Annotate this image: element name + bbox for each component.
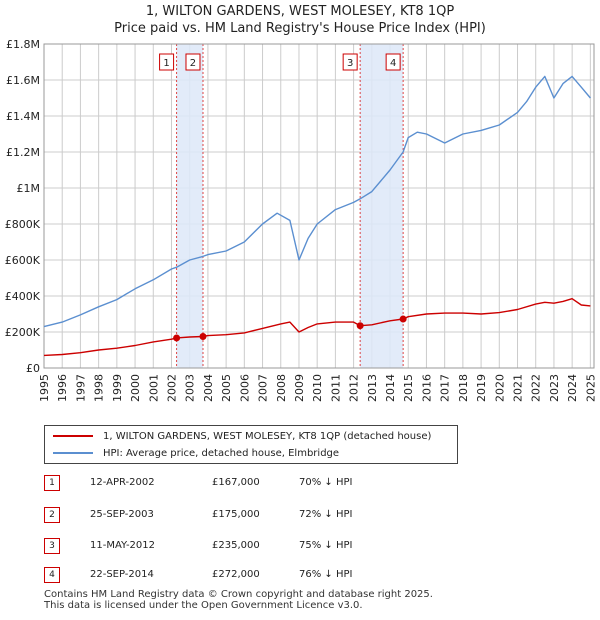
shaded-period [360, 44, 404, 368]
sale-badge [159, 53, 175, 71]
chart-legend: 1, WILTON GARDENS, WEST MOLESEY, KT8 1QP… [44, 425, 458, 464]
x-tick-label: 2019 [475, 374, 488, 402]
axes: £0 £200K £400K £600K £800K £1M £1.2M £1.4M £1.6M… [5, 38, 598, 402]
y-tick-label: £0 [26, 362, 40, 375]
hpi-line-swatch [53, 452, 93, 454]
property-price-line [43, 298, 591, 357]
sale-badge [342, 53, 358, 71]
transaction-price: £272,000 [212, 569, 260, 580]
shaded-periods [176, 44, 404, 368]
sale-point [173, 334, 181, 342]
x-tick-label: 2018 [457, 374, 470, 402]
x-tick-label: 2001 [147, 374, 160, 402]
sale-badge-label: 2 [190, 58, 196, 69]
x-tick-label: 2020 [493, 374, 506, 402]
transaction-hpi-diff: 72% ↓ HPI [299, 509, 353, 520]
transaction-hpi-diff: 75% ↓ HPI [299, 540, 353, 551]
x-tick-label: 2023 [548, 374, 561, 402]
sale-badge-label: 1 [163, 58, 169, 69]
legend-item-hpi: HPI: Average price, detached house, Elmb… [53, 445, 339, 461]
x-tick-label: 2008 [275, 374, 288, 402]
x-tick-label: 2000 [129, 374, 142, 402]
legend-hpi-label: HPI: Average price, detached house, Elmb… [103, 447, 340, 459]
plot-area [44, 44, 594, 368]
sale-point [356, 322, 364, 330]
x-tick-label: 1998 [93, 374, 106, 402]
x-tick-label: 2014 [384, 374, 397, 402]
x-tick-label: 2009 [293, 374, 306, 402]
transaction-date: 25-SEP-2003 [90, 509, 154, 520]
x-tick-label: 2012 [348, 374, 361, 402]
chart-title: 1, WILTON GARDENS, WEST MOLESEY, KT8 1QP [145, 4, 455, 19]
price-chart: £0 £200K £400K £600K £800K £1M £1.2M £1.4M £1.6M… [5, 38, 598, 402]
y-tick-label: £800K [5, 218, 41, 231]
x-tick-label: 2011 [329, 374, 342, 402]
y-tick-label: £600K [5, 254, 41, 267]
transaction-number-badge: 1 [44, 475, 60, 491]
transaction-row: 4 22-SEP-2014 £272,000 76% ↓ HPI [44, 567, 464, 585]
footer-attribution: Contains HM Land Registry data © Crown c… [44, 589, 433, 611]
sale-point [199, 333, 207, 340]
sale-badge [185, 53, 201, 71]
chart-subtitle: Price paid vs. HM Land Registry's House … [114, 21, 486, 36]
x-tick-label: 2002 [165, 374, 178, 402]
hpi-line [43, 75, 591, 328]
property-line-swatch [53, 435, 93, 437]
transaction-hpi-diff: 70% ↓ HPI [299, 477, 353, 488]
transaction-row: 3 11-MAY-2012 £235,000 75% ↓ HPI [44, 538, 464, 556]
x-tick-label: 2021 [512, 374, 525, 402]
footer-copyright: Contains HM Land Registry data © Crown c… [44, 589, 433, 600]
sale-badge-label: 3 [347, 58, 353, 69]
plot-border [43, 43, 595, 369]
y-tick-label: £1.8M [6, 38, 40, 51]
series [43, 75, 591, 357]
x-tick-label: 2015 [402, 374, 415, 402]
grid [43, 43, 594, 369]
x-tick-label: 2003 [184, 374, 197, 402]
shaded-period [176, 44, 203, 368]
x-tick-label: 1997 [74, 374, 87, 402]
y-tick-label: £1.2M [6, 146, 40, 159]
transaction-price: £235,000 [212, 540, 260, 551]
x-tick-label: 2007 [257, 374, 270, 402]
x-tick-label: 2004 [202, 374, 215, 402]
sale-badge-label: 4 [390, 58, 396, 69]
transaction-row: 2 25-SEP-2003 £175,000 72% ↓ HPI [44, 507, 464, 525]
transaction-number-badge: 4 [44, 567, 60, 583]
sale-badge [385, 53, 401, 71]
y-tick-label: £400K [5, 290, 41, 303]
legend-item-property: 1, WILTON GARDENS, WEST MOLESEY, KT8 1QP… [53, 428, 431, 444]
transaction-price: £167,000 [212, 477, 260, 488]
y-tick-label: £1.4M [6, 110, 40, 123]
transaction-price: £175,000 [212, 509, 260, 520]
transaction-date: 11-MAY-2012 [90, 540, 156, 551]
transaction-hpi-diff: 76% ↓ HPI [299, 569, 353, 580]
y-tick-label: £200K [5, 326, 41, 339]
x-tick-label: 2010 [311, 374, 324, 402]
x-tick-label: 1996 [56, 374, 69, 402]
transaction-number-badge: 2 [44, 507, 60, 523]
sale-markers: 1 2 3 4 [159, 53, 407, 342]
y-tick-label: £1M [17, 182, 41, 195]
transaction-date: 12-APR-2002 [90, 477, 155, 488]
legend-property-label: 1, WILTON GARDENS, WEST MOLESEY, KT8 1QP… [103, 430, 432, 442]
x-tick-label: 2006 [238, 374, 251, 402]
x-tick-label: 2022 [530, 374, 543, 402]
x-tick-label: 1995 [38, 374, 51, 402]
y-tick-label: £1.6M [6, 74, 40, 87]
sale-point [399, 315, 407, 323]
x-tick-label: 2013 [366, 374, 379, 402]
x-tick-label: 1999 [111, 374, 124, 402]
x-tick-label: 2016 [420, 374, 433, 402]
x-tick-label: 2005 [220, 374, 233, 402]
x-tick-label: 2024 [566, 374, 579, 402]
transaction-row: 1 12-APR-2002 £167,000 70% ↓ HPI [44, 475, 464, 493]
transaction-number-badge: 3 [44, 538, 60, 554]
transaction-date: 22-SEP-2014 [90, 569, 154, 580]
footer-license: This data is licensed under the Open Gov… [44, 600, 363, 611]
x-tick-label: 2017 [439, 374, 452, 402]
x-tick-label: 2025 [584, 374, 597, 402]
